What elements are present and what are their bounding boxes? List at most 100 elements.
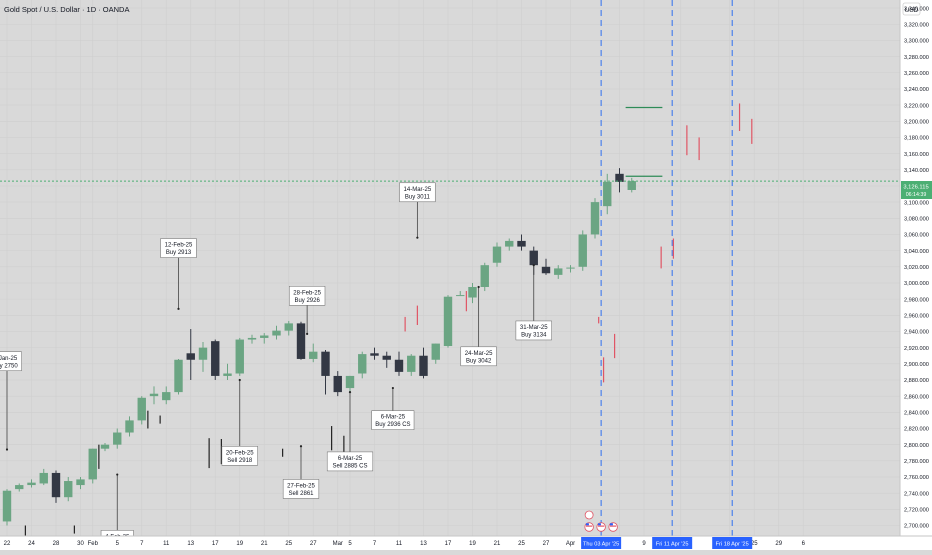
candle-body — [358, 354, 367, 374]
time-axis-label: 21 — [494, 541, 501, 547]
candle-body — [590, 202, 600, 235]
price-axis-label: 3,140.000 — [904, 168, 929, 174]
time-axis-label: 19 — [469, 541, 476, 547]
annotation-text: Sell 2885 CS — [332, 463, 367, 469]
candle-body — [443, 296, 453, 347]
time-axis-label: 13 — [420, 541, 427, 547]
annotation-anchor — [177, 307, 180, 310]
candle-body — [456, 295, 465, 297]
price-axis-label: 3,280.000 — [904, 55, 929, 61]
candle-body — [382, 355, 391, 360]
candle-body — [468, 286, 477, 298]
candle-body — [76, 479, 85, 486]
time-axis-labels: 22 24 28 30 Feb 5 7 11 13 17 19 21 25 27 Mar 5 7 11 13 17 19… — [4, 541, 806, 547]
time-axis-label: 9 — [642, 541, 646, 547]
price-axis-label: 3,100.000 — [904, 200, 929, 206]
time-axis[interactable] — [0, 536, 932, 550]
date-badge[interactable] — [712, 537, 753, 549]
us-flag-canton — [609, 523, 613, 526]
price-axis-label: 2,780.000 — [904, 459, 929, 465]
annotation-box[interactable] — [221, 446, 258, 466]
annotation-box[interactable] — [282, 479, 320, 499]
candle-body — [394, 359, 404, 372]
us-flag-canton — [597, 523, 601, 526]
price-axis-label: 2,860.000 — [904, 394, 929, 400]
annotation-box[interactable] — [371, 410, 415, 430]
price-axis-label: 2,880.000 — [904, 378, 929, 384]
annotation-text: 12-Feb-25 — [165, 243, 193, 249]
event-flags — [584, 510, 618, 532]
candle-body — [211, 341, 220, 376]
price-axis[interactable] — [900, 0, 932, 550]
annotation-anchor — [306, 332, 309, 335]
candle-body — [309, 351, 318, 359]
date-badge-label: Fri 11 Apr '25 — [656, 542, 689, 548]
annotation-box[interactable] — [160, 238, 197, 258]
candle-body — [198, 347, 208, 360]
annotation-anchor — [5, 448, 9, 451]
annotation-box[interactable] — [460, 346, 497, 367]
date-badge-label: Thu 03 Apr '25 — [583, 542, 619, 548]
time-axis-label: 5 — [348, 541, 352, 547]
candle-body — [419, 355, 428, 376]
currency-button[interactable] — [902, 2, 921, 16]
chart-title: Gold Spot / U.S. Dollar · 1D · OANDA — [4, 5, 129, 14]
time-axis-label: 22 — [4, 541, 11, 547]
date-badge-label: Fri 18 Apr '25 — [716, 542, 749, 548]
time-axis-label: Apr — [566, 541, 575, 547]
annotation-text: uy 2750 — [0, 363, 18, 369]
annotation-anchor — [238, 378, 241, 382]
time-axis-label: 25 — [751, 541, 758, 547]
candle-body — [333, 375, 342, 393]
time-axis-label: 25 — [285, 541, 292, 547]
price-axis-label: 2,820.000 — [904, 427, 929, 433]
price-axis-labels: 2,700.000 2,720.000 2,740.000 2,760.000 2,78… — [904, 6, 929, 529]
price-axis-label: 2,840.000 — [904, 411, 929, 417]
price-axis-label: 3,000.000 — [904, 281, 929, 287]
event-flag-icon[interactable] — [584, 510, 594, 520]
us-flag-stripe — [609, 525, 617, 527]
annotation-box[interactable] — [0, 351, 22, 372]
annotation-text: 27-Feb-25 — [287, 483, 315, 489]
candle-body — [125, 420, 134, 433]
candle-body — [529, 250, 538, 266]
annotation-text: 14-Mar-25 — [404, 187, 432, 193]
price-axis-label: 3,020.000 — [904, 265, 929, 271]
candle-body — [223, 373, 232, 376]
annotation-text: 24-Mar-25 — [465, 351, 493, 357]
annotation-anchor — [299, 445, 303, 448]
candle-body — [235, 339, 244, 374]
annotation-anchor — [391, 386, 394, 390]
candle-body — [566, 267, 575, 269]
date-badge[interactable] — [652, 537, 693, 549]
price-axis-label: 2,980.000 — [904, 297, 929, 303]
candle-body — [272, 330, 281, 336]
date-badge[interactable] — [581, 537, 622, 549]
annotation-box[interactable] — [326, 451, 374, 472]
plot-background[interactable] — [0, 0, 900, 536]
time-axis-label: 13 — [187, 541, 194, 547]
price-axis-label: 3,260.000 — [904, 71, 929, 77]
price-axis-label: 3,040.000 — [904, 249, 929, 255]
annotation-text: Buy 2936 CS — [375, 422, 410, 428]
candle-body — [51, 472, 61, 498]
time-axis-label: 6 — [802, 541, 806, 547]
annotation-box[interactable] — [515, 320, 552, 341]
price-axis-label: 3,320.000 — [904, 22, 929, 28]
time-axis-label: 24 — [28, 541, 35, 547]
candle-body — [64, 481, 73, 498]
candle-body — [554, 268, 563, 275]
projection-lines — [625, 106, 663, 177]
candle-body — [284, 323, 293, 331]
annotation-anchor — [477, 285, 480, 289]
annotation-box[interactable] — [399, 182, 436, 203]
candle-body — [627, 181, 636, 190]
candle-body — [27, 482, 36, 486]
annotation-text: Sell 2918 — [227, 458, 253, 464]
price-axis-label: 3,300.000 — [904, 39, 929, 45]
candle-body — [88, 448, 97, 480]
annotation-box[interactable] — [289, 286, 326, 306]
annotation-text: Buy 3134 — [521, 332, 547, 338]
candle-body — [345, 375, 355, 389]
